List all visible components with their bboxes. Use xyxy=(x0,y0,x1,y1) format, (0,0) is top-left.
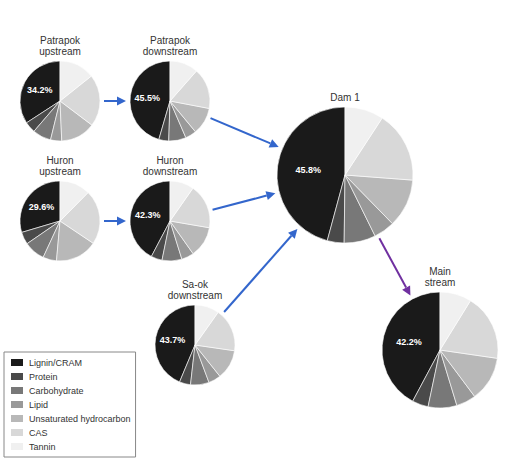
svg-text:upstream: upstream xyxy=(39,166,81,177)
svg-text:42.2%: 42.2% xyxy=(396,337,422,347)
svg-text:Lignin/CRAM: Lignin/CRAM xyxy=(29,358,82,368)
svg-text:Unsaturated hydrocarbon: Unsaturated hydrocarbon xyxy=(29,414,131,424)
svg-text:45.5%: 45.5% xyxy=(134,93,160,103)
svg-text:downstream: downstream xyxy=(143,46,197,57)
svg-text:43.7%: 43.7% xyxy=(160,335,186,345)
svg-text:Dam 1: Dam 1 xyxy=(330,92,360,103)
svg-text:Protein: Protein xyxy=(29,372,58,382)
svg-text:Patrapok: Patrapok xyxy=(40,35,81,46)
svg-text:Sa-ok: Sa-ok xyxy=(182,279,209,290)
svg-text:Lipid: Lipid xyxy=(29,400,48,410)
svg-text:42.3%: 42.3% xyxy=(135,210,161,220)
svg-text:Carbohydrate: Carbohydrate xyxy=(29,386,84,396)
svg-text:45.8%: 45.8% xyxy=(296,165,322,175)
svg-text:29.6%: 29.6% xyxy=(29,202,55,212)
svg-text:stream: stream xyxy=(425,277,456,288)
svg-text:Patrapok: Patrapok xyxy=(150,35,191,46)
svg-text:Huron: Huron xyxy=(46,155,73,166)
svg-text:Huron: Huron xyxy=(156,155,183,166)
svg-text:upstream: upstream xyxy=(39,46,81,57)
svg-text:CAS: CAS xyxy=(29,428,48,438)
svg-text:Tannin: Tannin xyxy=(29,442,56,452)
svg-text:downstream: downstream xyxy=(143,166,197,177)
svg-text:Main: Main xyxy=(429,266,451,277)
svg-text:downstream: downstream xyxy=(168,290,222,301)
svg-text:34.2%: 34.2% xyxy=(27,85,53,95)
